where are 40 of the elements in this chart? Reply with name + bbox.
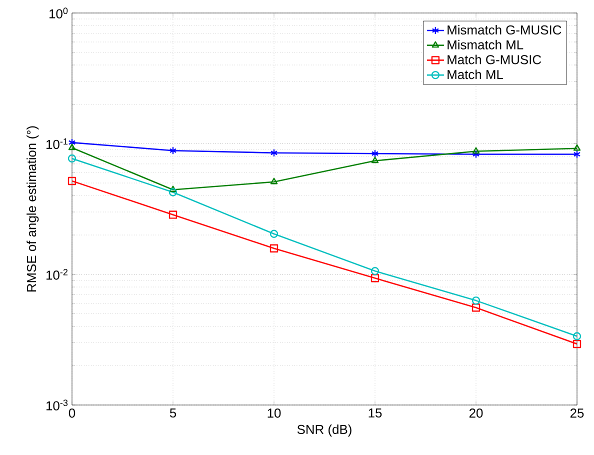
point	[573, 144, 581, 151]
legend-label: Mismatch ML	[448, 40, 524, 50]
y-axis-title: RMSE of angle estimation (°)	[26, 126, 39, 292]
x-tick-label: 15	[368, 408, 382, 418]
point	[472, 150, 480, 158]
point	[472, 304, 480, 312]
point	[472, 147, 480, 154]
point	[68, 154, 76, 163]
point	[573, 150, 581, 158]
x-tick-label: 25	[570, 408, 584, 418]
x-tick-label: 5	[170, 408, 176, 418]
point	[168, 210, 178, 219]
x-axis-title: SNR (dB)	[297, 424, 352, 437]
x-tick-label: 0	[68, 408, 76, 418]
y-tick-label: 10$^{-3}$	[46, 400, 68, 410]
point	[168, 188, 178, 196]
point	[68, 144, 76, 150]
point	[270, 230, 278, 238]
point	[472, 296, 480, 305]
point	[270, 178, 278, 184]
point	[270, 148, 278, 157]
point	[370, 266, 380, 276]
legend-label: Match G-MUSIC	[448, 54, 542, 64]
point	[169, 146, 177, 155]
x-tick-label: 20	[469, 408, 483, 418]
y-tick-label: 10$^{-1}$	[46, 138, 68, 150]
x-tick-label: 10	[268, 408, 281, 418]
y-tick-label: 10$^{-2}$	[46, 268, 68, 280]
point	[371, 156, 379, 164]
point	[68, 176, 76, 186]
point	[370, 274, 380, 282]
point	[68, 138, 76, 147]
legend-label: Mismatch G-MUSIC	[448, 25, 562, 35]
y-tick-label: 10$^{0}$	[50, 8, 68, 18]
point	[572, 332, 582, 340]
legend-label: Match ML	[448, 70, 504, 80]
point	[169, 186, 177, 192]
point	[270, 244, 278, 252]
point	[572, 340, 582, 348]
point	[371, 149, 379, 158]
